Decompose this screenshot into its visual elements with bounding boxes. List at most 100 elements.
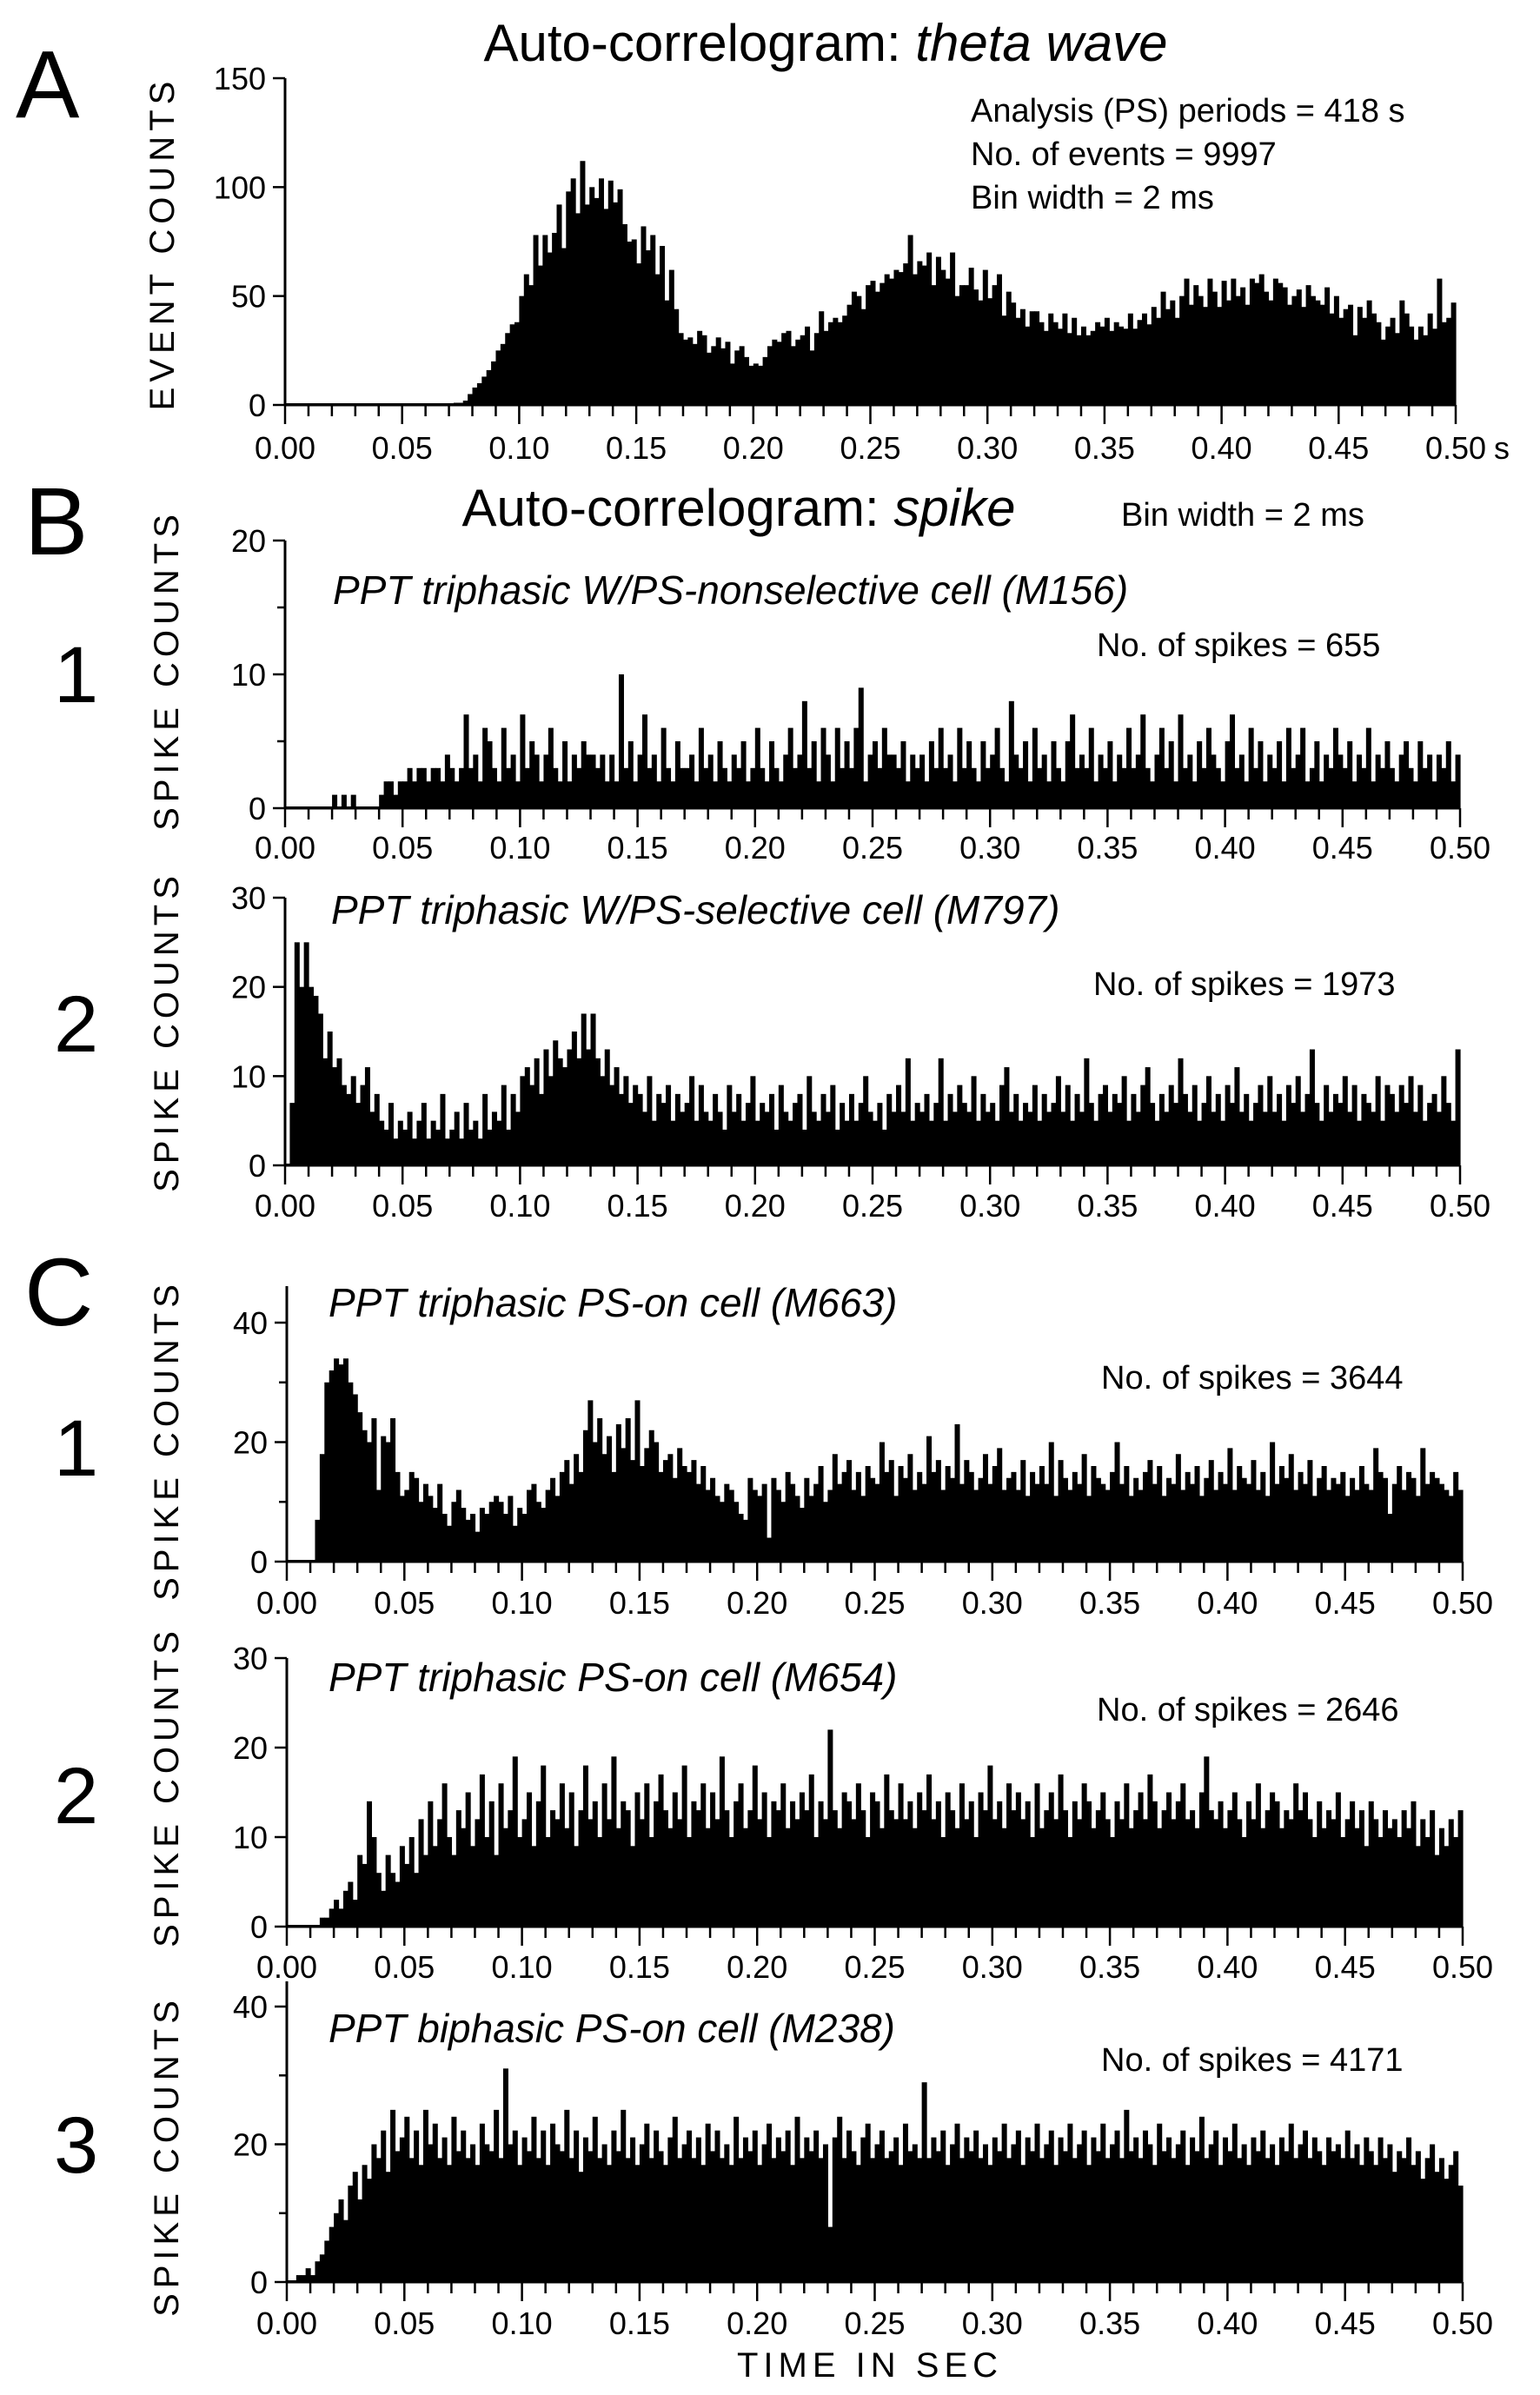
bar: [535, 1502, 541, 1562]
bar: [662, 2165, 668, 2282]
bar: [1260, 1828, 1266, 1927]
bar: [822, 1502, 828, 1562]
bar: [667, 1828, 674, 1927]
bar: [1158, 1093, 1165, 1165]
bar: [1241, 2144, 1247, 2282]
bar: [860, 1810, 866, 1927]
bar: [324, 1382, 330, 1562]
bar: [1175, 2144, 1181, 2282]
bar: [375, 2158, 382, 2282]
bar: [468, 394, 474, 405]
bar: [589, 187, 595, 405]
bar: [352, 1394, 358, 1562]
bar: [1408, 767, 1414, 808]
bar: [581, 741, 587, 808]
bar: [441, 1514, 448, 1562]
bar: [1046, 1111, 1052, 1165]
bar: [1192, 1085, 1198, 1165]
bar: [444, 754, 450, 808]
x-tick-label: 0.20: [725, 1188, 786, 1224]
bar: [914, 1103, 920, 1165]
bar: [1190, 1483, 1196, 1562]
bar: [1298, 2144, 1304, 2282]
bar: [1288, 1454, 1294, 1562]
bar: [374, 1093, 380, 1165]
bar: [1278, 2137, 1284, 2282]
bar: [1434, 1477, 1440, 1562]
bar: [1175, 1801, 1181, 1927]
bar: [769, 741, 775, 808]
bar: [319, 1917, 325, 1927]
bar: [1074, 767, 1080, 808]
bar: [1178, 1058, 1184, 1165]
bar: [1411, 2165, 1417, 2282]
bar: [1420, 1819, 1426, 1927]
bar: [1164, 1111, 1170, 1165]
bar: [1246, 1483, 1252, 1562]
chart-subtitle: PPT triphasic W/PS-nonselective cell (M1…: [333, 567, 1128, 613]
bar: [1391, 2172, 1397, 2282]
x-tick-label: 0.25: [842, 1188, 903, 1224]
bar: [576, 767, 582, 808]
bar: [1140, 1085, 1146, 1165]
bar: [828, 322, 833, 405]
chart-c1: 0.00 0.05 0.10 0.15 0.20 0.25 0.30 0.35 0.40 0.45…: [148, 1279, 1493, 1621]
bar: [1267, 754, 1273, 808]
bar: [1380, 767, 1386, 808]
bar: [1398, 1085, 1404, 1165]
bar: [465, 1792, 471, 1927]
bar: [1185, 1819, 1191, 1927]
bar: [449, 767, 455, 808]
bar: [1293, 1489, 1299, 1562]
bar: [475, 1531, 481, 1562]
bar: [1020, 2165, 1026, 2282]
bar: [509, 324, 515, 405]
bar: [500, 343, 506, 405]
bar: [1319, 304, 1325, 405]
bar: [462, 400, 468, 405]
bar: [687, 337, 694, 405]
bar: [1434, 2172, 1440, 2282]
bar: [961, 1103, 967, 1165]
bar: [1277, 741, 1283, 808]
bar: [455, 1489, 461, 1562]
bar: [1255, 2151, 1261, 2282]
bar: [617, 189, 623, 405]
bar: [807, 1076, 813, 1165]
bar: [604, 781, 610, 808]
bar: [884, 1471, 890, 1562]
bar: [950, 2144, 956, 2282]
bar: [451, 1854, 457, 1927]
bar: [1081, 1783, 1087, 1927]
bar: [1246, 2165, 1252, 2282]
bar: [548, 1076, 554, 1165]
bar: [476, 382, 482, 405]
bar: [997, 1448, 1003, 1562]
bar: [1030, 1471, 1036, 1562]
bar: [891, 1111, 897, 1165]
annotation: No. of spikes = 4171: [1101, 2042, 1404, 2079]
bar: [1160, 291, 1166, 405]
bar: [1020, 1460, 1026, 1562]
bar: [1270, 1792, 1276, 1927]
bar: [680, 1111, 686, 1165]
bar: [1124, 1466, 1130, 1562]
bar: [618, 1093, 624, 1165]
bar: [594, 1058, 601, 1165]
bar: [506, 767, 512, 808]
bar: [581, 1013, 587, 1165]
bar: [338, 1908, 344, 1927]
bar: [639, 1466, 645, 1562]
bar: [902, 1819, 908, 1927]
bar: [717, 1111, 723, 1165]
bar: [1335, 2144, 1341, 2282]
bar: [568, 2158, 574, 2282]
bar: [1173, 1103, 1179, 1165]
bar: [587, 2151, 594, 2282]
bar: [1121, 767, 1127, 808]
bar: [780, 2151, 787, 2282]
bar: [412, 781, 418, 808]
bar: [508, 1496, 514, 1562]
bar: [935, 1801, 941, 1927]
bar: [470, 2144, 476, 2282]
